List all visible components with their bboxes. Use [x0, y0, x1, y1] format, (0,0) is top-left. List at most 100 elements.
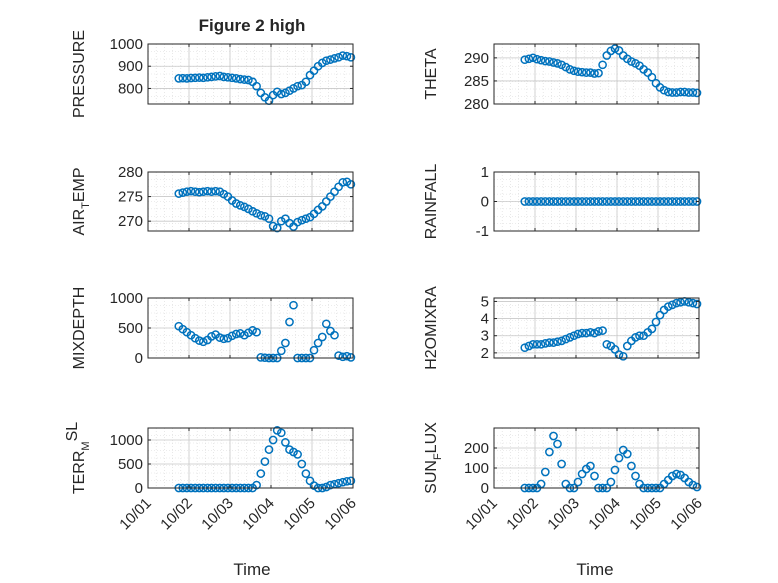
subplot-7: 0 500 1000 TERRMSL 10/01 10/02 10/03 10/04 10/05… [64, 422, 360, 534]
data-point [297, 459, 307, 469]
data-point [252, 81, 261, 91]
data-point [293, 217, 302, 227]
y-tick-label: 500 [118, 320, 143, 337]
data-point [561, 334, 571, 344]
data-point [317, 332, 327, 342]
data-point [342, 351, 352, 361]
data-point [203, 72, 212, 82]
y-tick-label: 5 [481, 293, 489, 310]
data-point [581, 328, 591, 338]
data-point [532, 197, 542, 206]
data-point [594, 327, 603, 336]
data-point [557, 336, 566, 346]
data-point [688, 88, 698, 97]
data-point [688, 298, 698, 308]
data-point [602, 197, 612, 206]
data-point [338, 352, 348, 362]
y-tick-label: 200 [464, 440, 489, 457]
data-point [663, 302, 673, 311]
data-point [606, 197, 616, 206]
data-point [680, 87, 689, 97]
data-point [672, 197, 681, 206]
data-point [577, 328, 587, 338]
y-tick-label: 100 [464, 460, 489, 477]
data-point [342, 476, 352, 486]
data-point [211, 186, 220, 196]
data-point [231, 329, 241, 339]
data-point [676, 197, 685, 206]
data-point [590, 69, 599, 78]
data-point [622, 341, 632, 351]
data-point [346, 353, 356, 362]
data-point [672, 298, 681, 308]
data-point [231, 199, 241, 208]
y-axis-label-main: PRESSURE [71, 30, 88, 118]
data-point [536, 339, 546, 349]
x-tick-label: 10/06 [667, 495, 706, 534]
y-tick-label: 800 [118, 80, 143, 97]
data-point [545, 338, 554, 347]
data-point [268, 435, 278, 445]
x-tick-label: 10/06 [321, 495, 360, 534]
data-point [276, 428, 286, 438]
data-point [655, 197, 665, 206]
data-point [545, 57, 554, 66]
data-point [252, 327, 261, 337]
y-tick-label: 1000 [110, 36, 143, 53]
data-point [569, 331, 579, 341]
subplot-8: 0 100 200 SUNFLUX 10/01 10/02 10/03 10/04 10/05 1… [423, 422, 706, 534]
data-point [338, 177, 348, 187]
y-axis-label-main: MIXDEPTH [71, 287, 88, 370]
data-point [219, 334, 229, 344]
y-tick-label: 0 [135, 480, 143, 497]
y-axis-label: PRESSURE [71, 30, 88, 118]
y-tick-label: 500 [118, 456, 143, 473]
data-point [569, 197, 579, 206]
x-axis-label-left: Time [233, 560, 270, 579]
y-tick-label: 0 [481, 194, 489, 211]
data-point [618, 197, 628, 206]
data-point [182, 74, 192, 83]
data-point [326, 480, 335, 490]
data-point [565, 197, 575, 206]
y-axis-label: SUNFLUX [423, 422, 444, 494]
data-point [586, 68, 595, 77]
y-axis-label: H2OMIXRA [423, 286, 440, 370]
data-point [178, 73, 188, 83]
data-point [631, 197, 640, 206]
data-point [301, 469, 311, 478]
data-point [532, 54, 542, 64]
data-point [174, 74, 184, 83]
data-point [684, 197, 694, 206]
data-point [553, 439, 562, 449]
data-point [198, 73, 208, 83]
data-point [293, 81, 302, 91]
y-axis-label-sub: F [432, 453, 444, 460]
y-tick-label: -1 [476, 223, 489, 240]
data-point [244, 75, 253, 85]
data-point [540, 56, 550, 66]
y-tick-label: 280 [118, 164, 143, 181]
axes-box [493, 297, 700, 359]
y-axis-label: MIXDEPTH [71, 287, 88, 370]
data-point [334, 351, 343, 360]
data-point [285, 317, 294, 327]
data-point [540, 197, 550, 206]
data-point [207, 332, 216, 341]
data-point [549, 197, 558, 206]
y-axis-label: TERRMSL [64, 422, 92, 494]
data-point [321, 319, 331, 329]
y-tick-label: 280 [464, 96, 489, 113]
data-point [536, 197, 546, 206]
data-point [540, 339, 550, 348]
data-point [659, 197, 669, 206]
data-point [549, 338, 558, 347]
data-point [178, 188, 188, 197]
y-axis-label-main: AIR [71, 209, 88, 236]
y-axis-label: AIRTEMP [71, 167, 92, 235]
data-point [635, 197, 644, 206]
figure-title: Figure 2 high [199, 16, 306, 35]
data-point [655, 310, 665, 320]
data-point [610, 197, 620, 206]
